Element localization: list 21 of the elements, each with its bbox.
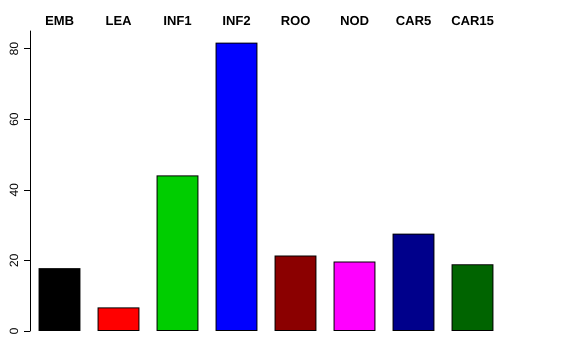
x-tick-label: EMB (45, 13, 74, 28)
y-tick-label: 40 (7, 182, 21, 197)
y-tick-label: 20 (7, 253, 21, 268)
x-tick-label: NOD (340, 13, 369, 28)
x-tick-label: ROO (280, 13, 310, 28)
bar (274, 255, 316, 331)
x-tick-label: LEA (106, 13, 132, 28)
bar (392, 234, 434, 331)
bar (38, 268, 80, 331)
x-tick-label: INF1 (163, 13, 192, 28)
bar (334, 261, 376, 331)
y-tick-label: 60 (7, 112, 21, 126)
bar (216, 42, 258, 331)
y-tick-label: 0 (7, 327, 21, 334)
x-tick-label: CAR15 (451, 13, 494, 28)
x-tick-label: CAR5 (396, 13, 432, 28)
bar (156, 175, 198, 331)
x-tick-label: INF2 (222, 13, 251, 28)
bar (452, 264, 494, 331)
y-tick-label: 80 (7, 42, 21, 56)
bar (98, 307, 140, 331)
